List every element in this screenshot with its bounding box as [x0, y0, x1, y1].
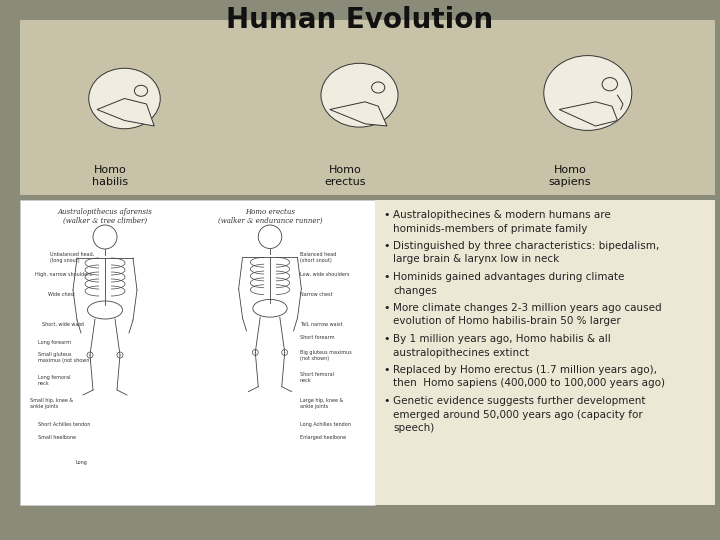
- Text: •: •: [383, 303, 390, 313]
- Text: Short Achilles tendon: Short Achilles tendon: [38, 422, 91, 427]
- Text: Wide chest: Wide chest: [48, 292, 75, 297]
- Text: Australopithecus afarensis
(walker & tree climber): Australopithecus afarensis (walker & tre…: [58, 208, 153, 225]
- Text: More climate changes 2-3 million years ago caused: More climate changes 2-3 million years a…: [393, 303, 662, 313]
- Text: then  Homo sapiens (400,000 to 100,000 years ago): then Homo sapiens (400,000 to 100,000 ye…: [393, 379, 665, 388]
- Text: emerged around 50,000 years ago (capacity for: emerged around 50,000 years ago (capacit…: [393, 409, 643, 420]
- Text: Distinguished by three characteristics: bipedalism,: Distinguished by three characteristics: …: [393, 241, 660, 251]
- Text: Homo
erectus: Homo erectus: [324, 165, 366, 187]
- Text: High, narrow shoulders: High, narrow shoulders: [35, 272, 92, 277]
- Text: Human Evolution: Human Evolution: [226, 6, 494, 34]
- Text: Balanced head
(short snout): Balanced head (short snout): [300, 252, 336, 263]
- Text: changes: changes: [393, 286, 437, 295]
- Text: Narrow chest: Narrow chest: [300, 292, 333, 297]
- Text: Short forearm: Short forearm: [300, 335, 335, 340]
- Text: Homo
sapiens: Homo sapiens: [549, 165, 591, 187]
- Text: speech): speech): [393, 423, 434, 433]
- Text: evolution of Homo habilis-brain 50 % larger: evolution of Homo habilis-brain 50 % lar…: [393, 316, 621, 327]
- Ellipse shape: [321, 63, 398, 127]
- Ellipse shape: [544, 56, 632, 130]
- Text: •: •: [383, 396, 390, 406]
- Text: hominids-members of primate family: hominids-members of primate family: [393, 224, 588, 233]
- Text: Homo erectus
(walker & endurance runner): Homo erectus (walker & endurance runner): [217, 208, 323, 225]
- Text: large brain & larynx low in neck: large brain & larynx low in neck: [393, 254, 559, 265]
- FancyBboxPatch shape: [20, 200, 375, 505]
- Text: Short femoral
neck: Short femoral neck: [300, 372, 334, 383]
- Polygon shape: [559, 102, 618, 126]
- Text: Small gluteus
maximus (not shown): Small gluteus maximus (not shown): [38, 352, 91, 363]
- Text: Small heelbone: Small heelbone: [38, 435, 76, 440]
- Text: •: •: [383, 334, 390, 344]
- Text: Unbalanced head,
(long snout): Unbalanced head, (long snout): [50, 252, 94, 263]
- FancyBboxPatch shape: [375, 200, 715, 505]
- Text: Long Achilles tendon: Long Achilles tendon: [300, 422, 351, 427]
- Text: Long forearm: Long forearm: [38, 340, 71, 345]
- Ellipse shape: [89, 68, 161, 129]
- Text: Small hip, knee &
ankle joints: Small hip, knee & ankle joints: [30, 398, 73, 409]
- Text: Hominids gained advantages during climate: Hominids gained advantages during climat…: [393, 272, 624, 282]
- Text: Homo
habilis: Homo habilis: [92, 165, 128, 187]
- Text: Australopithecines & modern humans are: Australopithecines & modern humans are: [393, 210, 611, 220]
- Text: Genetic evidence suggests further development: Genetic evidence suggests further develo…: [393, 396, 646, 406]
- Text: Long femoral
neck: Long femoral neck: [38, 375, 71, 386]
- Text: •: •: [383, 365, 390, 375]
- Text: Long: Long: [75, 460, 87, 465]
- FancyBboxPatch shape: [20, 20, 715, 195]
- Polygon shape: [330, 102, 387, 126]
- Text: Enlarged heelbone: Enlarged heelbone: [300, 435, 346, 440]
- Text: Short, wide waist: Short, wide waist: [42, 322, 84, 327]
- Text: Big gluteus maximus
(not shown): Big gluteus maximus (not shown): [300, 350, 352, 361]
- Text: By 1 million years ago, Homo habilis & all: By 1 million years ago, Homo habilis & a…: [393, 334, 611, 344]
- Text: •: •: [383, 241, 390, 251]
- Text: •: •: [383, 272, 390, 282]
- Text: Tall, narrow waist: Tall, narrow waist: [300, 322, 343, 327]
- Text: •: •: [383, 210, 390, 220]
- Text: Low, wide shoulders: Low, wide shoulders: [300, 272, 349, 277]
- Text: Large hip, knee &
ankle joints: Large hip, knee & ankle joints: [300, 398, 343, 409]
- Polygon shape: [97, 98, 154, 126]
- Text: Replaced by Homo erectus (1.7 million years ago),: Replaced by Homo erectus (1.7 million ye…: [393, 365, 657, 375]
- Text: australopithecines extinct: australopithecines extinct: [393, 348, 529, 357]
